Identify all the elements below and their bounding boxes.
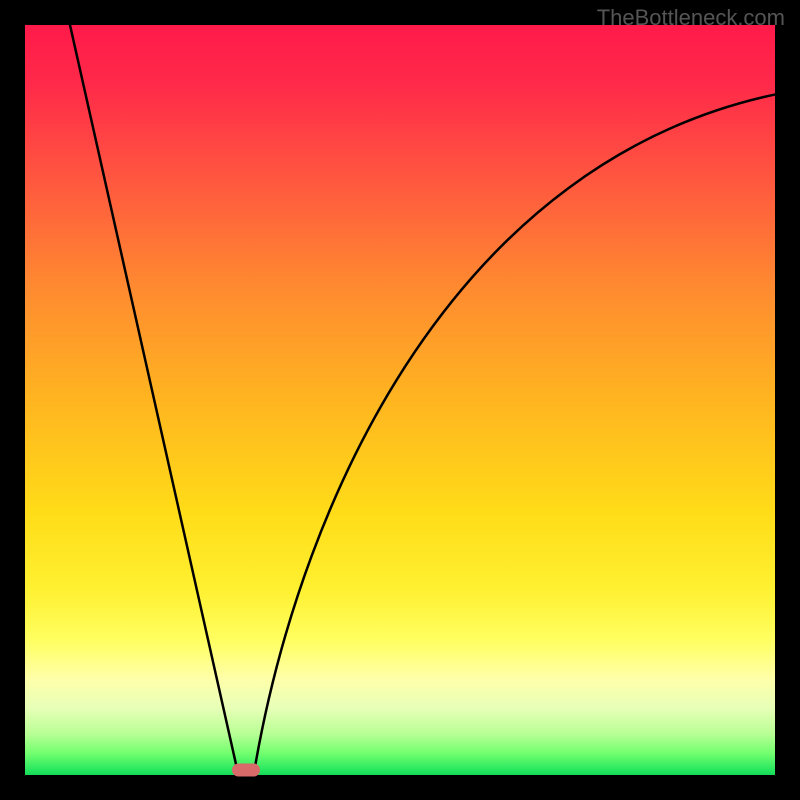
heat-gradient-background bbox=[25, 25, 775, 775]
watermark-text: TheBottleneck.com bbox=[597, 5, 785, 31]
optimum-marker bbox=[232, 763, 260, 776]
plot-area bbox=[25, 25, 775, 775]
